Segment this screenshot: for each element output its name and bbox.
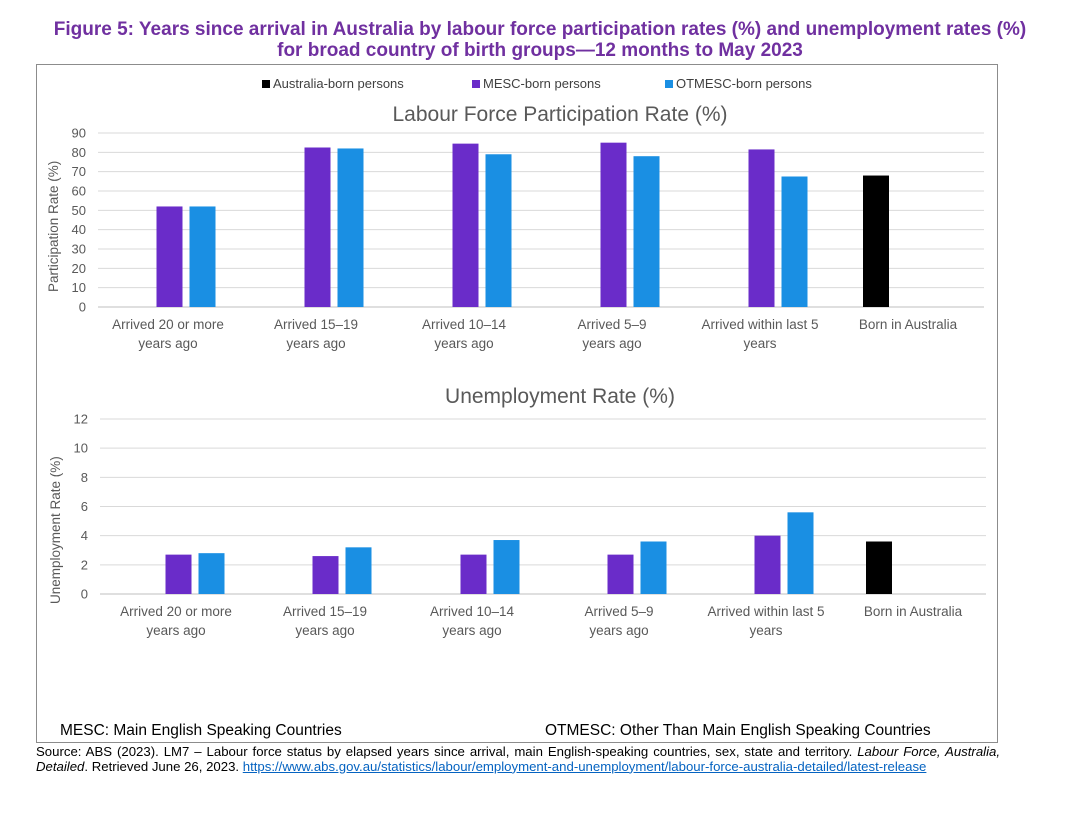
x-tick-label: years ago [286,336,345,351]
participation-bar [748,149,775,307]
legend-item-mesc-born: MESC-born persons [472,76,601,91]
chart-legend: Australia-born persons MESC-born persons… [0,76,1080,94]
y-tick-label: 40 [72,222,86,237]
abbreviation-notes: MESC: Main English Speaking Countries OT… [0,722,1080,742]
participation-bar [781,176,808,307]
x-tick-label: Born in Australia [864,604,963,619]
x-tick-label: Arrived 5–9 [577,317,646,332]
otmesc-definition: OTMESC: Other Than Main English Speaking… [545,722,931,739]
x-tick-label: years ago [138,336,197,351]
x-tick-label: Arrived within last 5 [707,604,824,619]
unemployment-chart-title: Unemployment Rate (%) [445,385,675,408]
y-tick-label: 12 [74,412,88,427]
legend-swatch-otmesc-born [665,80,673,88]
x-tick-label: Arrived 10–14 [422,317,507,332]
unemployment-bar [460,554,487,594]
mesc-definition: MESC: Main English Speaking Countries [60,722,342,739]
y-tick-label: 60 [72,184,86,199]
legend-item-australia-born: Australia-born persons [262,76,404,91]
legend-label-otmesc-born: OTMESC-born persons [676,76,812,91]
unemployment-rate-chart: 0 2 4 6 8 10 12 Arrived 20 or more years ago Arri… [74,412,986,638]
unemployment-bar [493,540,520,594]
x-tick-label: years ago [589,623,648,638]
unemployment-bar [198,553,225,594]
legend-label-australia-born: Australia-born persons [273,76,404,91]
participation-rate-chart: 0 10 20 30 40 50 60 70 80 90 Arrived 20 or more yea… [72,126,984,351]
participation-bar [863,175,889,307]
unemployment-bar [165,554,192,594]
x-tick-label: Arrived 20 or more [120,604,232,619]
y-tick-label: 8 [81,470,88,485]
legend-item-otmesc-born: OTMESC-born persons [665,76,812,91]
participation-bar [485,154,512,307]
participation-bar [600,142,627,307]
figure-title-line-2: for broad country of birth groups—12 mon… [277,40,803,61]
figure-title-line-1: Figure 5: Years since arrival in Austral… [53,19,1027,40]
participation-bar [633,156,660,307]
y-tick-label: 10 [72,280,86,295]
participation-bar [304,147,331,307]
source-link[interactable]: https://www.abs.gov.au/statistics/labour… [242,758,927,774]
unemployment-bar [754,535,781,594]
unemployment-bar [787,512,814,594]
y-tick-label: 50 [72,203,86,218]
unemployment-bar [866,541,892,594]
participation-bar [452,143,479,307]
chart-frame [36,64,998,743]
y-tick-label: 0 [81,587,88,602]
participation-chart-title: Labour Force Participation Rate (%) [392,103,728,126]
x-tick-label: Arrived 15–19 [274,317,358,332]
source-retrieved: . Retrieved June 26, 2023. [84,758,243,774]
participation-bar [337,148,364,307]
y-tick-label: 30 [72,242,86,257]
y-tick-label: 10 [74,441,88,456]
x-tick-label: years [743,336,776,351]
unemployment-bar [312,556,339,594]
y-tick-label: 90 [72,126,86,141]
unemployment-bar [345,547,372,594]
legend-swatch-mesc-born [472,80,480,88]
x-tick-label: Arrived 20 or more [112,317,224,332]
source-note: Source: ABS (2023). LM7 – Labour force s… [36,744,1001,774]
y-tick-label: 6 [81,499,88,514]
source-prefix: Source: ABS (2023). LM7 – Labour force s… [36,744,858,759]
x-tick-label: years ago [146,623,205,638]
x-tick-label: Arrived 15–19 [283,604,367,619]
y-tick-label: 70 [72,164,86,179]
x-tick-label: Arrived 5–9 [584,604,653,619]
x-tick-label: years ago [442,623,501,638]
unemployment-bar [640,541,667,594]
x-tick-label: years ago [582,336,641,351]
y-tick-label: 20 [72,261,86,276]
y-tick-label: 0 [79,300,86,315]
x-tick-label: years ago [295,623,354,638]
participation-bar [189,206,216,307]
legend-label-mesc-born: MESC-born persons [483,76,601,91]
x-tick-label: Arrived 10–14 [430,604,515,619]
y-tick-label: 2 [81,557,88,572]
participation-bar [156,206,183,307]
x-tick-label: Arrived within last 5 [701,317,818,332]
x-tick-label: years [749,623,782,638]
x-tick-label: Born in Australia [859,317,958,332]
y-tick-label: 80 [72,145,86,160]
y-tick-label: 4 [81,528,88,543]
unemployment-bar [607,554,634,594]
legend-swatch-australia-born [262,80,270,88]
x-tick-label: years ago [434,336,493,351]
source-publication-title: Labour Force, Australia, Detailed [36,744,1001,774]
